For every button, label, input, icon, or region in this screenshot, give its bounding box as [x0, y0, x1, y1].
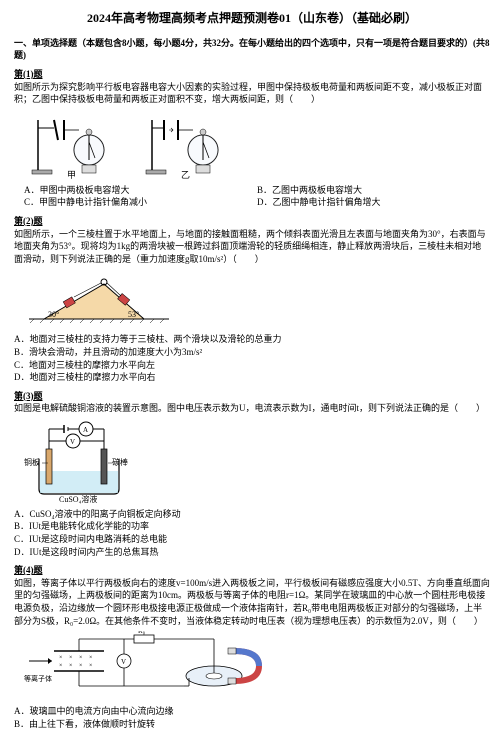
q2-options: A．地面对三棱柱的支持力等于三棱柱、两个滑块以及滑轮的总重力 B．滑块会滑动，并…: [14, 333, 490, 383]
q4-options: A．玻璃皿中的电流方向由中心流向边缘 B．由上往下看，液体做顺时针旋转: [14, 705, 490, 730]
q1-diagram: 甲 乙: [24, 110, 490, 180]
q2-body: 如图所示，一个三棱柱置于水平地面上，与地面的接触面粗糙，两个倾斜表面光滑且左表面…: [14, 228, 490, 266]
q3-opt-a: A．CuSO₄溶液中的阳离子向铜板定向移动: [14, 508, 490, 521]
svg-text:V: V: [121, 658, 126, 666]
q2-diagram: 30° 53°: [24, 269, 490, 329]
svg-text:×: ×: [59, 655, 62, 661]
svg-text:A: A: [83, 426, 88, 434]
q1-opt-b: B．乙图中两极板电容增大: [257, 184, 490, 197]
q1-options: A．甲图中两极板电容增大 B．乙图中两极板电容增大 C．甲图中静电计指针偏角减小…: [24, 184, 490, 209]
svg-text:×: ×: [89, 655, 92, 661]
q3-body: 如图是电解硫酸铜溶液的装置示意图。图中电压表示数为U，电流表示数为I，通电时间t…: [14, 402, 490, 415]
q3-options: A．CuSO₄溶液中的阳离子向铜板定向移动 B．IUt是电能转化成化学能的功率 …: [14, 508, 490, 558]
q2-ang1: 30°: [48, 310, 59, 319]
q1-opt-d: D．乙图中静电计指针偏角增大: [257, 196, 490, 209]
q4-opt-a: A．玻璃皿中的电流方向由中心流向边缘: [14, 705, 490, 718]
q1-opt-c: C．甲图中静电计指针偏角减小: [24, 196, 257, 209]
svg-text:×: ×: [79, 655, 82, 661]
page-title: 2024年高考物理高频考点押题预测卷01（山东卷）（基础必刷）: [14, 10, 490, 27]
q3-label-sol: CuSO₄溶液: [59, 494, 97, 504]
q2-ang2: 53°: [128, 310, 139, 319]
q1-cap-a: 甲: [67, 170, 76, 180]
q3-opt-b: B．IUt是电能转化成化学能的功率: [14, 520, 490, 533]
q2-opt-c: C．地面对三棱柱的摩擦力水平向左: [14, 359, 490, 372]
svg-text:×: ×: [89, 663, 92, 669]
q3-label-cu: 铜板: [24, 457, 40, 467]
q2-opt-a: A．地面对三棱柱的支持力等于三棱柱、两个滑块以及滑轮的总重力: [14, 333, 490, 346]
q2-num: 第(2)题: [14, 215, 490, 228]
q4-num: 第(4)题: [14, 564, 490, 577]
q1-body: 如图所示为探究影响平行板电容器电容大小因素的实验过程，甲图中保持极板电荷量和两板…: [14, 81, 490, 106]
q1-cap-b: 乙: [181, 170, 190, 180]
q2-opt-b: B．滑块会滑动，并且滑动的加速度大小为3m/s²: [14, 346, 490, 359]
q1-fig-b: 乙: [138, 110, 228, 180]
q4-opt-b: B．由上往下看，液体做顺时针旋转: [14, 718, 490, 731]
q1-fig-a: 甲: [24, 110, 114, 180]
q4-diagram: × × × × × × × × 等离子体 R₀ V: [24, 631, 490, 701]
q3-label-c: 碳棒: [112, 457, 128, 467]
svg-text:×: ×: [69, 655, 72, 661]
section-heading: 一、单项选择题（本题包含8小题，每小题4分，共32分。在每小题给出的四个选项中，…: [14, 37, 490, 62]
q3-num: 第(3)题: [14, 390, 490, 403]
q2-opt-d: D．地面对三棱柱的摩擦力水平向右: [14, 371, 490, 384]
q3-diagram: A V 铜板 碳棒 CuSO₄溶液: [24, 419, 490, 504]
q3-opt-c: C．IUt是这段时间内电路消耗的总电能: [14, 533, 490, 546]
svg-text:×: ×: [59, 663, 62, 669]
q4-label-r0: R₀: [138, 631, 146, 635]
svg-text:×: ×: [69, 663, 72, 669]
q4-label-plasma: 等离子体: [24, 674, 52, 683]
svg-text:×: ×: [79, 663, 82, 669]
q1-opt-a: A．甲图中两极板电容增大: [24, 184, 257, 197]
q3-opt-d: D．IUt是这段时间内产生的总焦耳热: [14, 546, 490, 559]
svg-text:V: V: [70, 438, 75, 446]
q4-body: 如图，等离子体以平行两极板向右的速度v=100m/s进入两极板之间，平行极板间有…: [14, 577, 490, 627]
q1-num: 第(1)题: [14, 68, 490, 81]
